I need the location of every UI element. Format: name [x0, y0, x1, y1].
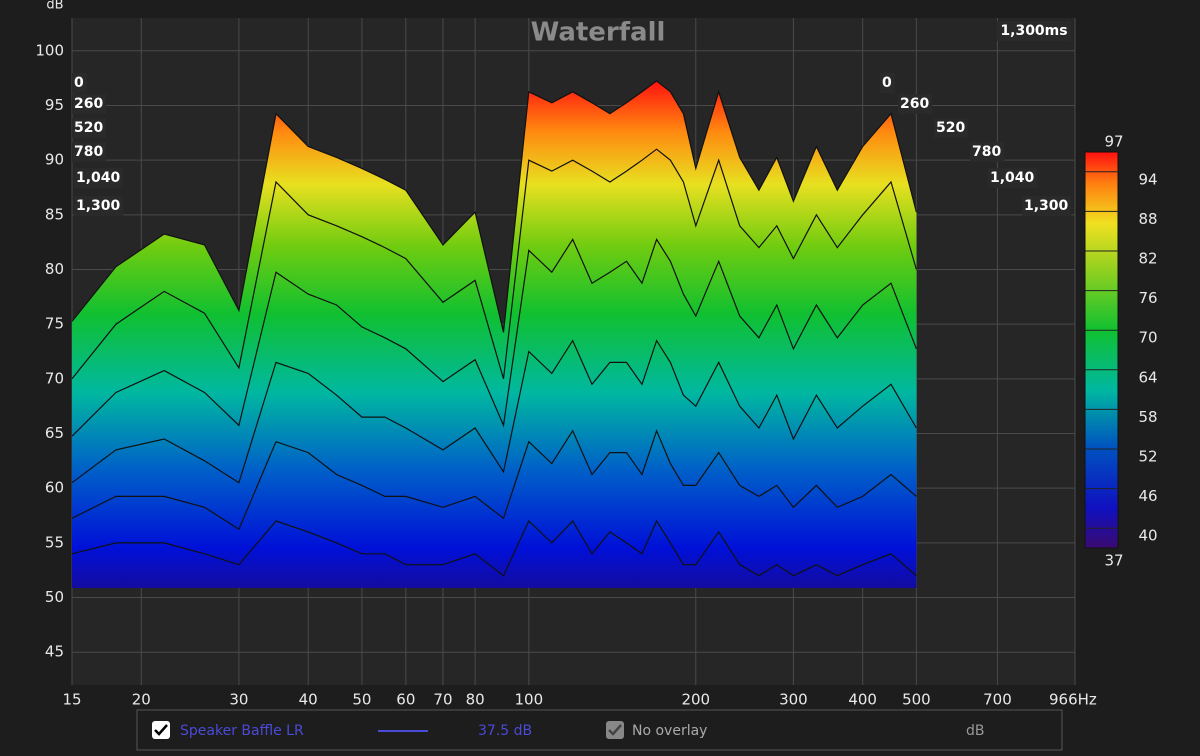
y-tick-label: 70 — [45, 369, 64, 387]
time-tick-box — [898, 94, 933, 114]
slice-fill — [72, 521, 917, 588]
check-mark — [154, 724, 168, 736]
y-tick-label: 55 — [45, 533, 64, 551]
time-tick-label: 0 — [882, 75, 892, 91]
time-tick-box — [72, 94, 107, 114]
time-tick-label: 780 — [972, 144, 1001, 160]
colorbar-tick-label: 40 — [1138, 527, 1157, 545]
x-tick-label: 80 — [466, 691, 485, 709]
y-tick-label: 90 — [45, 151, 64, 169]
slice-line — [71, 80, 917, 333]
time-tick-box — [74, 196, 124, 216]
time-tick-label: 780 — [74, 144, 103, 160]
x-tick-label: 50 — [352, 691, 371, 709]
x-tick-label: 30 — [229, 691, 248, 709]
colorbar-tick-label: 82 — [1138, 250, 1157, 268]
x-tick-label: 60 — [396, 691, 415, 709]
time-tick-box — [74, 168, 124, 188]
legend-box — [136, 709, 1063, 751]
y-tick-label: 80 — [45, 260, 64, 278]
time-tick-box — [72, 73, 87, 93]
colorbar-tick-label: 76 — [1138, 289, 1157, 307]
time-tick-label: 1,040 — [990, 170, 1035, 186]
y-tick-label: 50 — [45, 588, 64, 606]
colorbar-tick-label: 58 — [1138, 408, 1157, 426]
time-tick-label: 1,300 — [76, 198, 121, 214]
x-tick-label: 20 — [132, 691, 151, 709]
x-tick-label: 400 — [848, 691, 877, 709]
x-tick-label: 966Hz — [1049, 691, 1097, 709]
y-tick-label: 100 — [35, 41, 64, 59]
legend-name: Speaker Baffle LR — [180, 723, 304, 739]
time-label-box — [997, 21, 1071, 41]
y-tick-label: 65 — [45, 424, 64, 442]
time-tick-label: 1,300 — [1024, 198, 1069, 214]
colorbar-tick-label: 64 — [1138, 368, 1157, 386]
y-tick-label: 95 — [45, 96, 64, 114]
legend-unit: dB — [966, 723, 985, 739]
y-tick-label: 85 — [45, 205, 64, 223]
colorbar-tick-label: 46 — [1138, 487, 1157, 505]
y-tick-label: 45 — [45, 643, 64, 661]
colorbar-tick-label: 52 — [1138, 448, 1157, 466]
x-tick-label: 700 — [983, 691, 1012, 709]
colorbar-tick-label: 94 — [1138, 170, 1157, 188]
x-tick-label: 40 — [299, 691, 318, 709]
slice-line — [71, 238, 917, 437]
time-label: 1,300ms — [1000, 23, 1067, 39]
time-tick-box — [934, 118, 969, 138]
legend: Speaker Baffle LR 37.5 dB No overlay dB — [136, 709, 1063, 751]
colorbar-max: 97 — [1104, 133, 1123, 151]
slice-line — [71, 339, 917, 484]
colorbar-tick-label: 88 — [1138, 210, 1157, 228]
x-tick-label: 15 — [62, 691, 81, 709]
x-tick-label: 300 — [779, 691, 808, 709]
time-tick-label: 0 — [74, 75, 84, 91]
x-tick-label: 100 — [515, 691, 544, 709]
y-tick-label: 75 — [45, 315, 64, 333]
time-tick-box — [988, 168, 1038, 188]
time-tick-label: 1,040 — [76, 170, 121, 186]
check-mark — [608, 724, 622, 736]
time-tick-box — [1022, 196, 1072, 216]
slice-line — [71, 429, 917, 531]
colorbar-min: 37 — [1104, 552, 1123, 570]
y-axis-label: dB — [46, 0, 63, 13]
chart-title: Waterfall — [531, 18, 666, 48]
x-tick-label: 200 — [681, 691, 710, 709]
time-tick-box — [880, 73, 895, 93]
colorbar — [1084, 151, 1119, 549]
time-tick-box — [72, 118, 107, 138]
time-tick-label: 520 — [74, 120, 103, 136]
slice-line — [71, 519, 917, 577]
y-tick-label: 60 — [45, 479, 64, 497]
time-tick-box — [970, 142, 1005, 162]
x-tick-label: 500 — [902, 691, 931, 709]
time-tick-label: 260 — [900, 96, 929, 112]
time-tick-label: 260 — [74, 96, 103, 112]
legend-offset: 37.5 dB — [478, 723, 532, 739]
time-tick-box — [72, 142, 107, 162]
x-tick-label: 70 — [433, 691, 452, 709]
slice-line — [71, 148, 917, 380]
time-tick-label: 520 — [936, 120, 965, 136]
overlay-label: No overlay — [632, 723, 707, 739]
colorbar-tick-label: 70 — [1138, 329, 1157, 347]
